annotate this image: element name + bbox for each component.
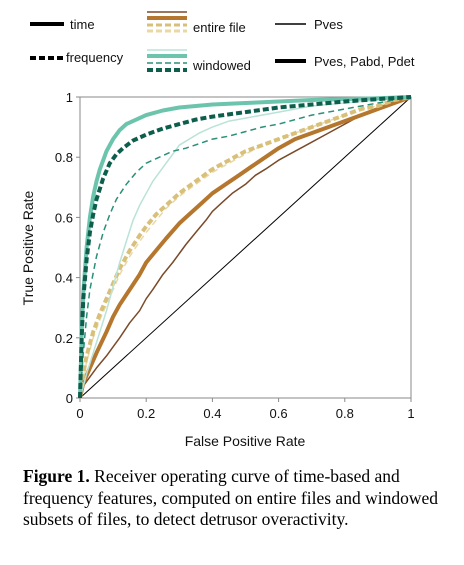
plot-frame xyxy=(79,96,412,399)
legend-label-time: time xyxy=(70,17,95,32)
legend-label-pves-pabd-pdet: Pves, Pabd, Pdet xyxy=(314,54,415,69)
axis-ticks: 0 0.2 0.4 0.6 0.8 1 0 0.2 0.4 0.6 0.8 1 xyxy=(55,90,415,421)
caption-label: Figure 1. xyxy=(23,466,90,486)
legend-label-windowed: windowed xyxy=(192,58,251,73)
chance-diagonal-line xyxy=(79,96,412,399)
legend-feature-all: Pves, Pabd, Pdet xyxy=(275,54,415,69)
roc-curve-entire-time-pves xyxy=(79,96,412,399)
roc-series xyxy=(78,95,412,399)
legend-label-entire-file: entire file xyxy=(193,20,246,35)
x-tick-label: 0.4 xyxy=(203,406,221,421)
legend-style-frequency: frequency xyxy=(30,50,124,65)
roc-curve-windowed-time-all xyxy=(78,95,412,399)
caption-text: Receiver operating curve of time-based a… xyxy=(23,466,438,529)
legend: time frequency entire file windowed Pves xyxy=(30,11,415,73)
x-tick-label: 0.8 xyxy=(336,406,354,421)
y-tick-label: 0.2 xyxy=(55,331,73,346)
x-axis-title: False Positive Rate xyxy=(185,433,306,449)
legend-label-pves: Pves xyxy=(314,17,343,32)
y-tick-label: 0 xyxy=(66,391,73,406)
legend-label-frequency: frequency xyxy=(66,50,124,65)
legend-scope-windowed: windowed xyxy=(147,49,251,73)
roc-curve-entire-time-all xyxy=(78,95,412,399)
x-tick-label: 0.2 xyxy=(137,406,155,421)
figure-caption: Figure 1. Receiver operating curve of ti… xyxy=(23,466,455,531)
legend-feature-pves: Pves xyxy=(275,17,343,32)
roc-figure: time frequency entire file windowed Pves xyxy=(20,11,415,449)
legend-scope-entire-file: entire file xyxy=(147,11,246,35)
y-tick-label: 0.4 xyxy=(55,271,73,286)
legend-style-time: time xyxy=(30,17,95,32)
roc-curve-windowed-time-pves xyxy=(79,96,412,399)
y-tick-label: 1 xyxy=(66,90,73,105)
x-tick-label: 0 xyxy=(76,406,83,421)
x-tick-label: 1 xyxy=(407,406,414,421)
roc-curve-windowed-freq-all xyxy=(78,95,412,399)
roc-curve-entire-freq-all xyxy=(78,95,412,399)
y-tick-label: 0.8 xyxy=(55,150,73,165)
roc-curve-windowed-freq-pves xyxy=(79,96,412,399)
y-tick-label: 0.6 xyxy=(55,210,73,225)
y-axis-title: True Positive Rate xyxy=(20,190,36,305)
x-tick-label: 0.6 xyxy=(270,406,288,421)
